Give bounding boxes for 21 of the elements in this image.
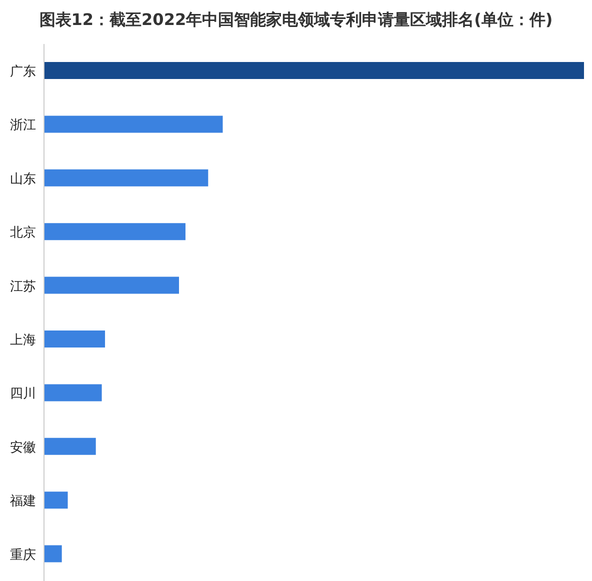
bar <box>44 276 179 294</box>
bar <box>44 169 208 186</box>
bar <box>44 330 106 348</box>
bar <box>44 116 223 133</box>
bar <box>44 223 186 240</box>
bar <box>44 438 96 455</box>
bar <box>44 492 68 509</box>
bar <box>44 62 584 79</box>
y-tick-label: 重庆 <box>10 548 36 563</box>
y-tick-label: 上海 <box>10 332 36 348</box>
y-tick-label: 江苏 <box>10 279 36 294</box>
y-tick-label: 四川 <box>10 386 36 402</box>
bar <box>44 545 62 562</box>
y-tick-label: 安徽 <box>10 439 36 456</box>
y-tick-label: 浙江 <box>10 118 36 134</box>
chart-title: 图表12：截至2022年中国智能家电领域专利申请量区域排名(单位：件) <box>38 10 554 31</box>
y-tick-label: 北京 <box>10 226 36 241</box>
y-tick-label: 广东 <box>10 64 36 80</box>
y-tick-label: 福建 <box>10 494 36 510</box>
y-tick-label: 山东 <box>10 172 36 187</box>
bar <box>44 384 102 402</box>
